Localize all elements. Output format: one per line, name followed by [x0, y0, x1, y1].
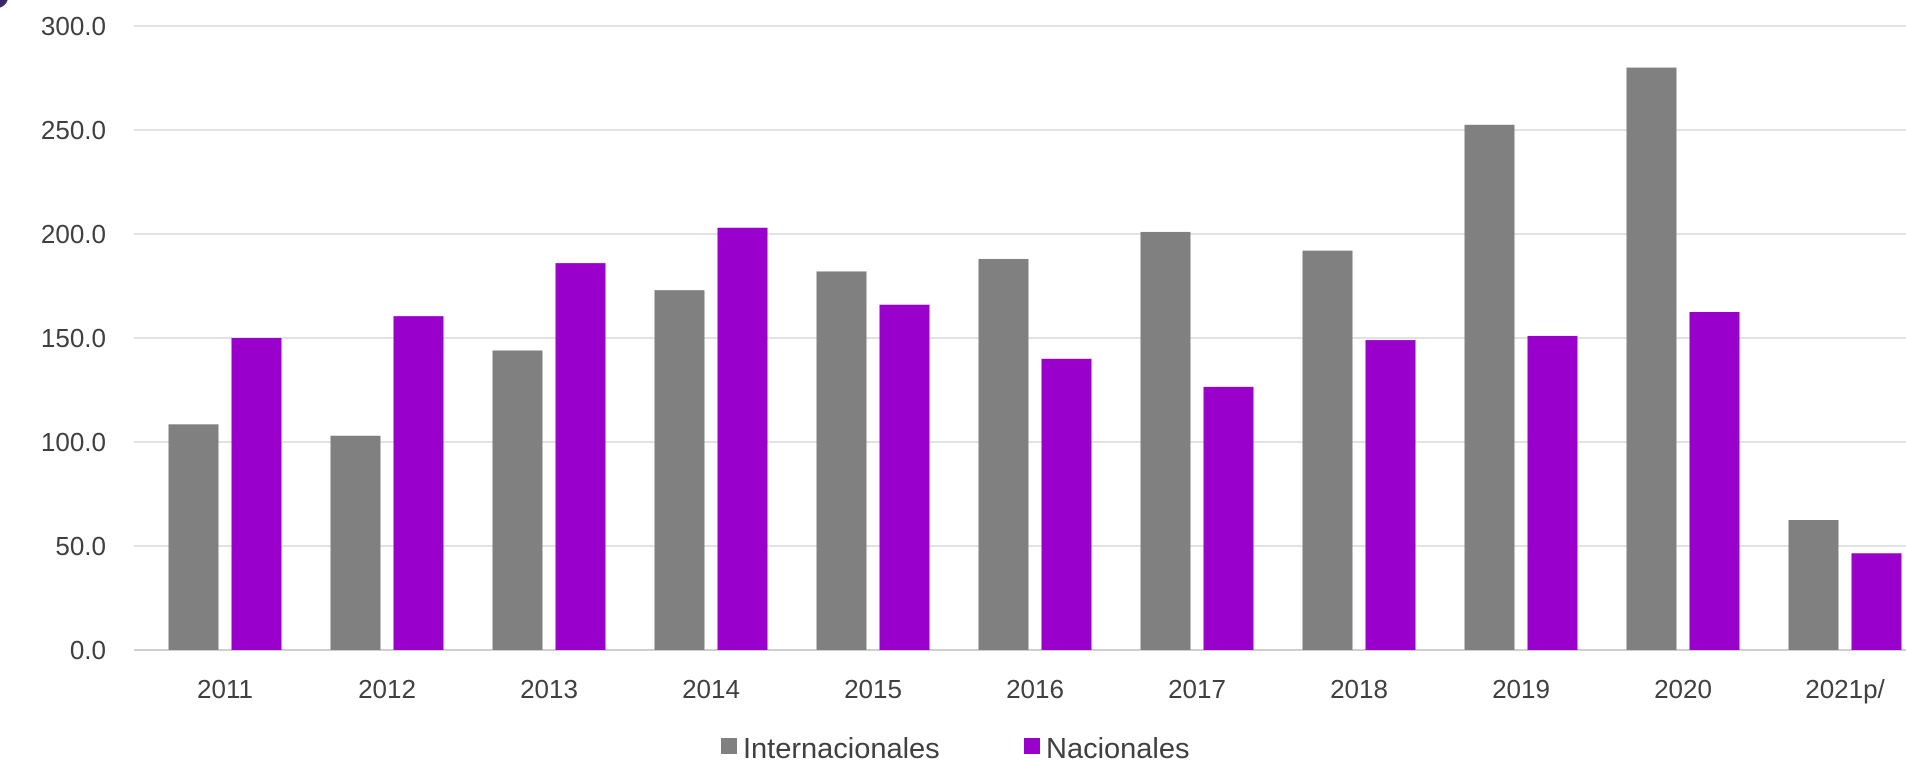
- bar-internacionales-2020: [1626, 67, 1677, 651]
- y-axis-tick-labels: 0.0 50.0 100.0 150.0 200.0 250.0 300.0: [41, 11, 106, 665]
- x-tick-label: 2016: [1006, 674, 1064, 704]
- x-tick-label: 2021p/: [1805, 674, 1885, 704]
- y-tick-label: 300.0: [41, 11, 106, 41]
- bar-nacionales-2021p/: [1851, 553, 1902, 650]
- y-tick-label: 50.0: [55, 531, 106, 561]
- bar-internacionales-2019: [1464, 124, 1515, 651]
- bar-internacionales-2018: [1302, 250, 1353, 650]
- x-tick-label: 2015: [844, 674, 902, 704]
- legend-swatch-nacionales: [1024, 738, 1040, 754]
- bar-nacionales-2014: [717, 227, 768, 650]
- x-tick-label: 2011: [197, 674, 253, 704]
- bar-internacionales-2012: [330, 435, 381, 650]
- bar-nacionales-2016: [1041, 358, 1092, 650]
- y-tick-label: 0.0: [70, 635, 106, 665]
- legend-label-internacionales: Internacionales: [743, 733, 940, 762]
- bar-internacionales-2017: [1140, 231, 1191, 651]
- bar-nacionales-2020: [1689, 312, 1740, 650]
- x-tick-label: 2014: [682, 674, 740, 704]
- bar-nacionales-2011: [231, 338, 282, 650]
- bar-nacionales-2018: [1365, 340, 1416, 650]
- x-tick-label: 2013: [520, 674, 578, 704]
- bar-internacionales-2015: [816, 271, 867, 650]
- legend-swatch-internacionales: [721, 738, 737, 754]
- x-tick-label: 2020: [1654, 674, 1712, 704]
- x-tick-label: 2017: [1168, 674, 1226, 704]
- bars: [168, 67, 1902, 651]
- legend-label-nacionales: Nacionales: [1046, 733, 1189, 762]
- y-tick-label: 200.0: [41, 219, 106, 249]
- legend: Internacionales Nacionales: [721, 733, 1189, 762]
- bar-nacionales-2013: [555, 263, 606, 650]
- x-axis-tick-labels: 2011 2012 2013 2014 2015 2016 2017 2018 2019 2020…: [197, 674, 1885, 704]
- y-tick-label: 100.0: [41, 427, 106, 457]
- bar-nacionales-2017: [1203, 386, 1254, 650]
- y-tick-label: 150.0: [41, 323, 106, 353]
- bar-internacionales-2014: [654, 290, 705, 650]
- bar-internacionales-2021p/: [1788, 520, 1839, 650]
- bar-internacionales-2016: [978, 258, 1029, 650]
- bar-internacionales-2013: [492, 350, 543, 650]
- bar-internacionales-2011: [168, 424, 219, 650]
- bar-nacionales-2015: [879, 304, 930, 650]
- y-tick-label: 250.0: [41, 115, 106, 145]
- corner-logo-mark: [0, 0, 8, 8]
- bar-nacionales-2019: [1527, 335, 1578, 650]
- bar-nacionales-2012: [393, 316, 444, 650]
- x-tick-label: 2012: [358, 674, 416, 704]
- x-tick-label: 2019: [1492, 674, 1550, 704]
- x-tick-label: 2018: [1330, 674, 1388, 704]
